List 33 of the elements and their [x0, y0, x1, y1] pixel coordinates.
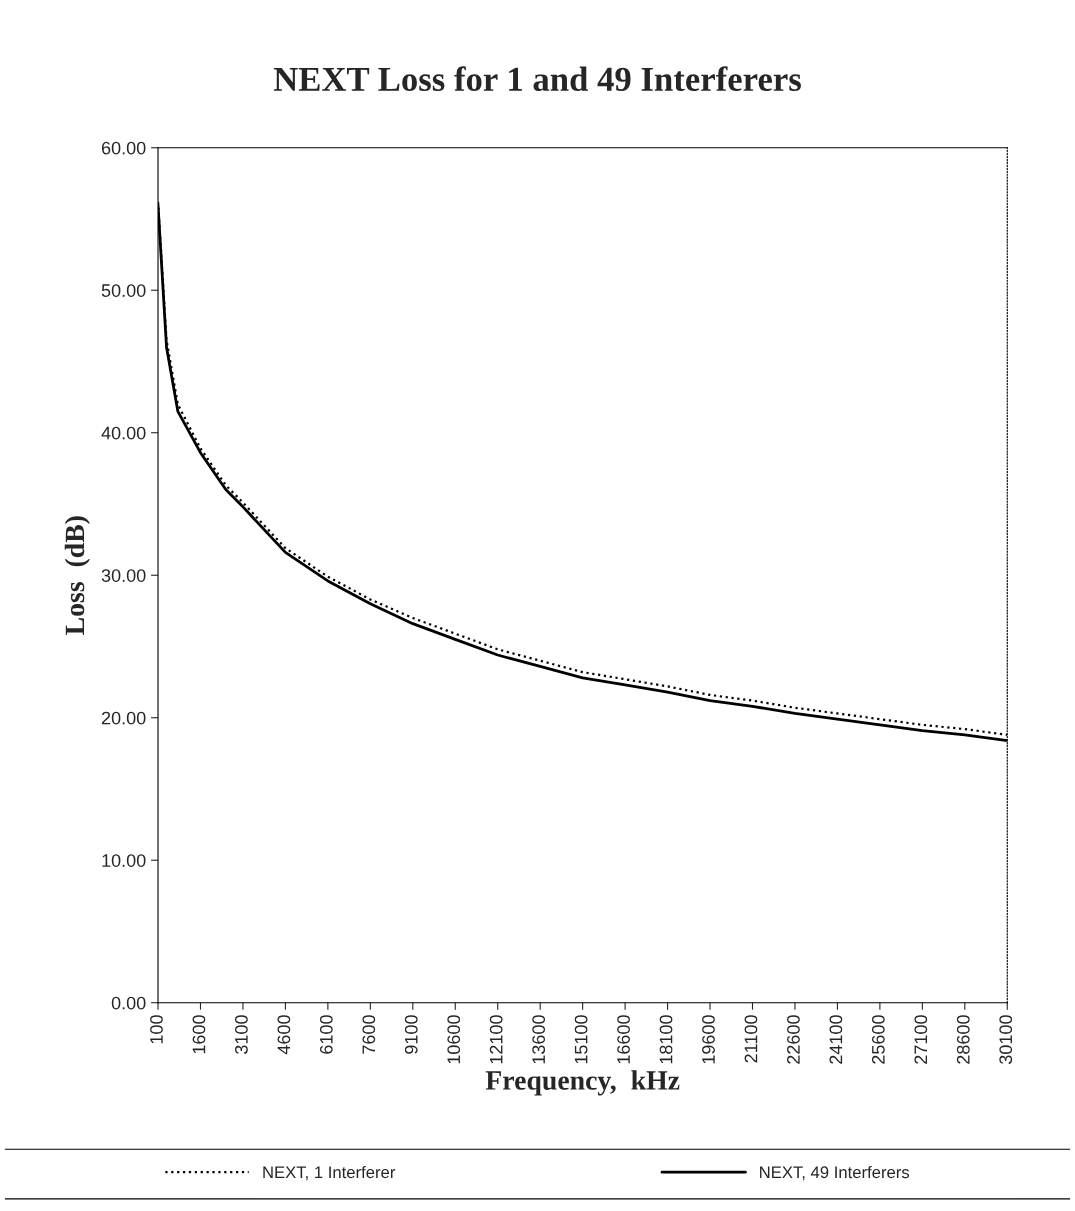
- x-axis-title: Frequency, kHz: [485, 1070, 680, 1096]
- x-tick-label: 25600: [871, 1015, 885, 1064]
- x-tick-label: 24100: [829, 1015, 843, 1064]
- x-tick-label: 12100: [489, 1015, 503, 1064]
- x-tick-label: 27100: [914, 1015, 928, 1064]
- x-tick-label: 21100: [744, 1015, 758, 1063]
- x-tick-label: 6100: [319, 1015, 333, 1054]
- x-tick-label: 15100: [574, 1015, 588, 1064]
- y-tick-label: 30.00: [101, 569, 146, 582]
- x-tick-label: 28600: [956, 1015, 970, 1064]
- x-tick-label: 1600: [192, 1015, 206, 1054]
- x-tick-label: 9100: [404, 1015, 418, 1054]
- x-tick-label: 10600: [447, 1015, 461, 1064]
- x-tick-label: 16600: [617, 1015, 630, 1064]
- x-tick-label: 22600: [787, 1015, 800, 1064]
- y-tick-label: 10.00: [102, 854, 146, 867]
- x-tick-label: 100: [150, 1015, 163, 1044]
- y-tick-label: 40.00: [101, 426, 146, 440]
- x-tick-label: 3100: [235, 1015, 248, 1054]
- x-tick-label: 13600: [532, 1015, 546, 1064]
- y-tick-label: 60.00: [101, 141, 146, 155]
- y-axis-title: Loss (dB): [64, 516, 90, 635]
- chart-title: NEXT Loss for 1 and 49 Interferers: [273, 66, 801, 92]
- x-tick-label: 4600: [277, 1015, 291, 1055]
- legend-label: NEXT, 1 Interferer: [263, 1165, 396, 1181]
- x-tick-label: 19600: [702, 1015, 715, 1064]
- x-tick-label: 30100: [999, 1015, 1013, 1065]
- y-tick-label: 20.00: [101, 711, 146, 725]
- x-tick-label: 18100: [659, 1015, 673, 1064]
- x-tick-label: 7600: [362, 1015, 376, 1054]
- y-tick-label: 50.00: [101, 284, 146, 297]
- legend-label: NEXT, 49 Interferers: [760, 1165, 910, 1181]
- y-tick-label: 0.00: [111, 996, 146, 1010]
